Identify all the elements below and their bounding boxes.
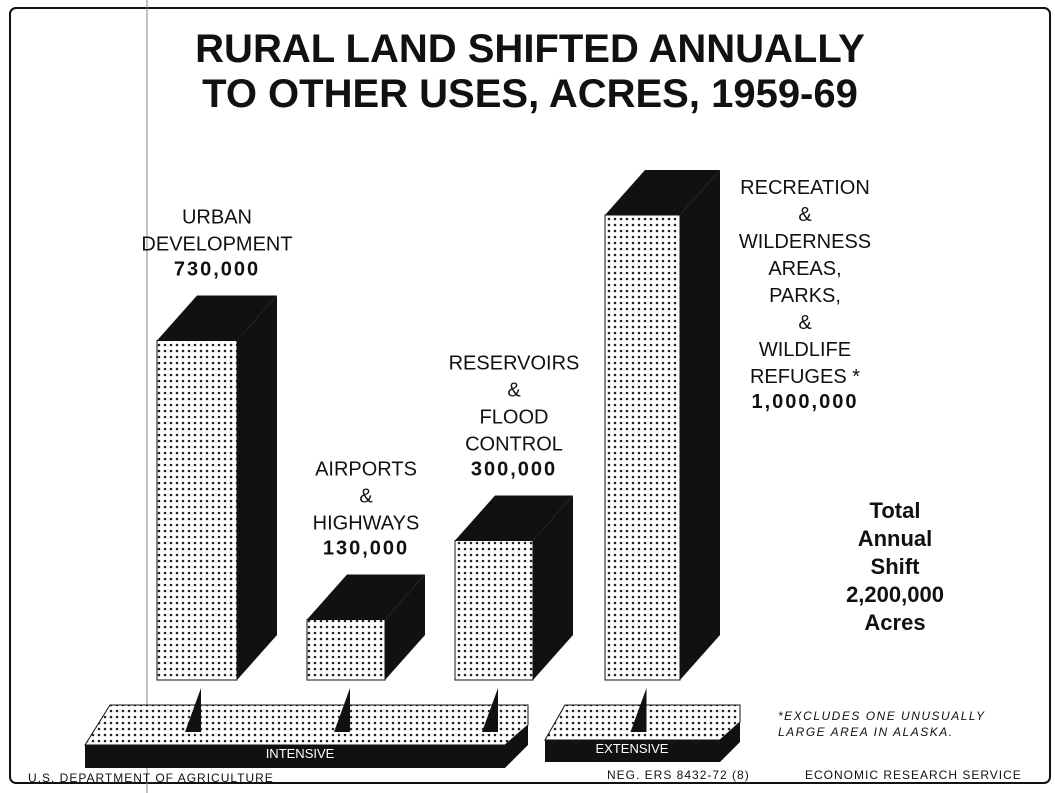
group-label: EXTENSIVE	[596, 741, 669, 756]
page: {"chart_data": {"type": "bar", "title": …	[0, 0, 1055, 793]
bar-side	[680, 170, 720, 680]
bar	[455, 541, 533, 681]
bar	[307, 620, 385, 680]
group-label: INTENSIVE	[266, 746, 335, 761]
value-label: 300,000	[471, 459, 557, 481]
category-label: AIRPORTS&HIGHWAYS	[313, 459, 420, 535]
value-label: 1,000,000	[752, 391, 859, 413]
footer-center: NEG. ERS 8432-72 (8)	[607, 768, 750, 782]
value-label: 730,000	[174, 259, 260, 281]
footer-left: U.S. DEPARTMENT OF AGRICULTURE	[28, 771, 274, 785]
bar-side	[237, 296, 277, 680]
bar	[605, 215, 680, 680]
value-label: 130,000	[323, 538, 409, 560]
bar	[157, 341, 237, 680]
chart: INTENSIVE EXTENSIVE RURAL LAND SHIFTED A…	[0, 0, 1055, 793]
footer-right: ECONOMIC RESEARCH SERVICE	[805, 768, 1022, 782]
